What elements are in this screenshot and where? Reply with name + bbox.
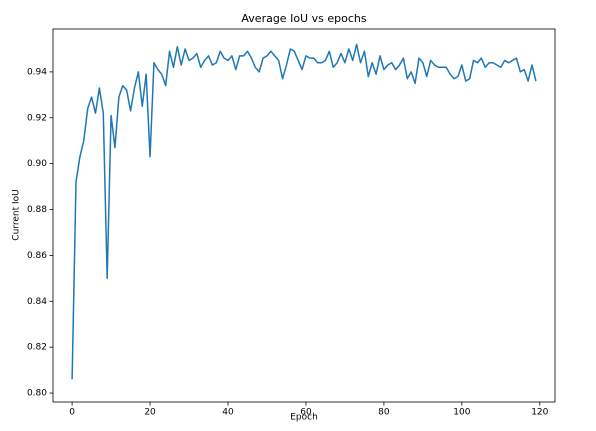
x-tick-label: 40 bbox=[222, 408, 234, 418]
x-axis-label: Epoch bbox=[290, 413, 318, 423]
x-tick-label: 100 bbox=[453, 408, 470, 418]
chart-title: Average IoU vs epochs bbox=[241, 12, 366, 25]
y-tick-label: 0.90 bbox=[27, 159, 47, 169]
y-tick-label: 0.80 bbox=[27, 389, 47, 399]
x-tick-label: 0 bbox=[69, 408, 75, 418]
y-axis-label: Current IoU bbox=[12, 189, 22, 240]
y-tick-label: 0.82 bbox=[27, 343, 47, 353]
y-tick-label: 0.84 bbox=[27, 297, 47, 307]
y-tick-label: 0.86 bbox=[27, 251, 47, 261]
y-tick-label: 0.88 bbox=[27, 205, 47, 215]
data-line bbox=[71, 43, 537, 380]
x-tick-label: 120 bbox=[531, 408, 548, 418]
x-tick-label: 60 bbox=[300, 408, 312, 418]
x-tick-label: 20 bbox=[144, 408, 156, 418]
y-tick-label: 0.92 bbox=[27, 113, 47, 123]
y-tick-label: 0.94 bbox=[27, 67, 47, 77]
plot-frame bbox=[52, 28, 556, 403]
x-tick-label: 80 bbox=[378, 408, 390, 418]
